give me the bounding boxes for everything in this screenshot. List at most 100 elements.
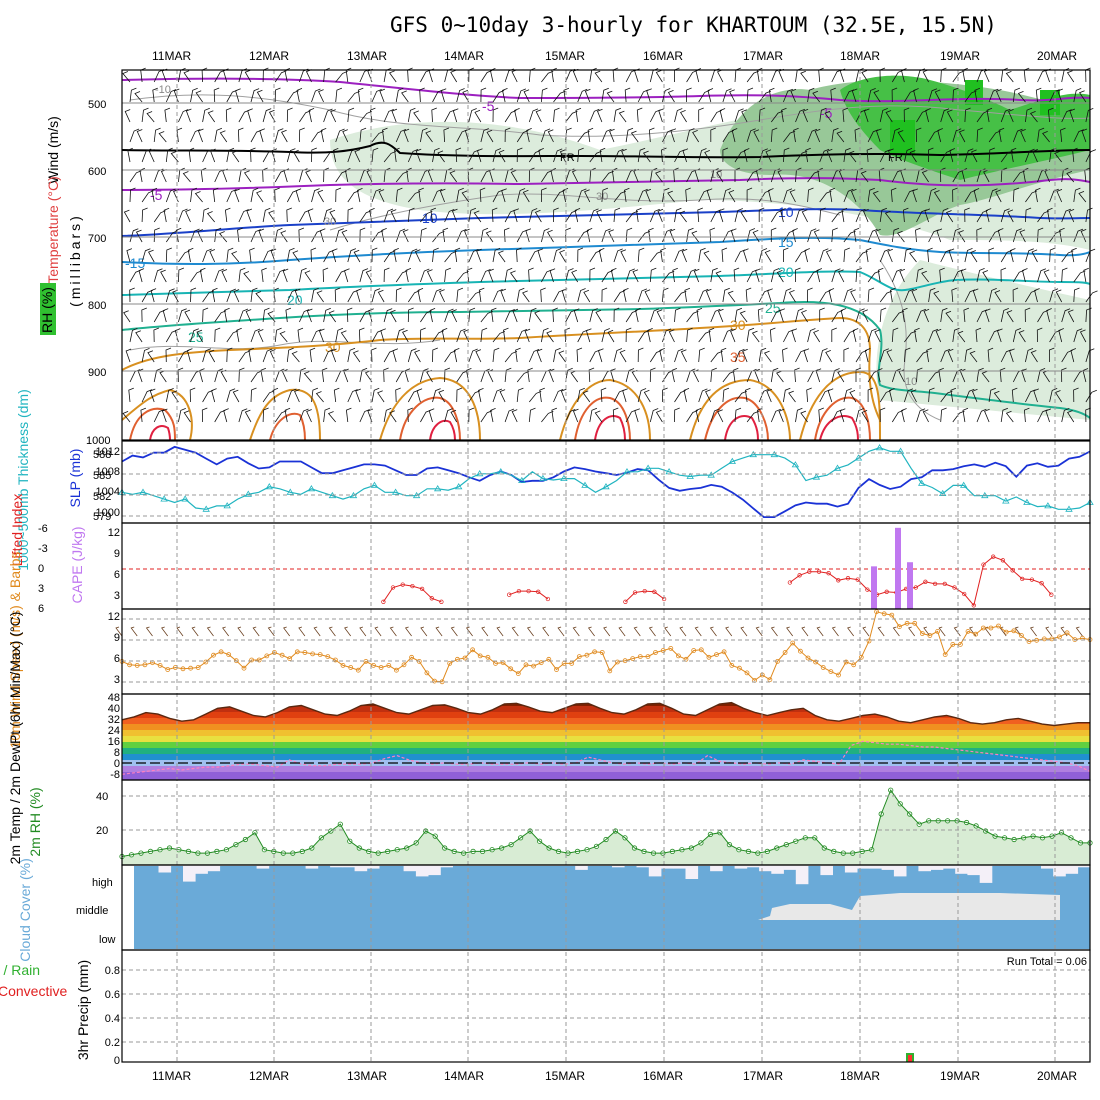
high-cloud-gap — [403, 866, 417, 872]
wind-barb — [921, 170, 929, 183]
wind-barb — [807, 328, 816, 343]
wind-barb — [202, 307, 209, 323]
wind-barb — [540, 287, 546, 303]
wind-barb — [1031, 249, 1038, 263]
wind-barb — [984, 308, 991, 323]
surface-wind-barb — [908, 626, 916, 637]
wind-barb — [622, 388, 628, 403]
wind-barb — [819, 190, 832, 203]
wind-barb — [649, 408, 659, 423]
wind-barb — [860, 170, 869, 183]
wind-speed-point — [851, 662, 857, 668]
wind-barb — [940, 348, 951, 363]
wind-barb — [1000, 349, 1012, 363]
wind-barb — [504, 367, 512, 383]
wind-barb — [383, 407, 392, 423]
surface-wind-barb — [709, 626, 717, 637]
wind-barb — [553, 107, 560, 123]
wind-barb — [438, 389, 445, 403]
wind-barb — [1061, 408, 1070, 423]
wind-barb — [976, 367, 984, 383]
lifted-index-tick: 3 — [38, 583, 44, 595]
wind-barb — [468, 249, 479, 263]
wind-barb — [1024, 307, 1031, 323]
wind-barb — [468, 307, 476, 323]
wind-barb — [311, 88, 321, 103]
upper-air-panel: -5 -5 -5 FR FR 10 10 15 -15 20 20 25 25 … — [39, 67, 1098, 447]
wind-barb — [346, 307, 353, 323]
wind-speed-point — [386, 663, 392, 668]
date-label: 19MAR — [940, 1069, 980, 1083]
wind-barb — [916, 350, 929, 363]
surface-wind-barb — [161, 626, 169, 637]
wind-barb — [425, 130, 433, 143]
wind-barb — [601, 170, 614, 183]
surface-wind-barb — [404, 626, 412, 637]
lifted-index-tick: 0 — [38, 563, 44, 575]
wind-barb — [902, 207, 909, 223]
wind-barb — [916, 68, 926, 83]
wind-barb — [926, 347, 932, 363]
wind-barb — [800, 70, 808, 83]
wind-barb — [407, 191, 421, 203]
wind-barb — [223, 408, 229, 423]
wind-barb — [432, 189, 443, 203]
wind-speed-point — [935, 629, 940, 634]
wind-barb — [662, 88, 671, 103]
wind-barb — [395, 228, 406, 243]
wind-speed-point — [630, 656, 636, 661]
wind-barb — [1085, 407, 1091, 423]
wind-barb — [896, 230, 905, 243]
wind-barb — [420, 127, 428, 143]
wind-barb — [393, 248, 399, 263]
wind-barb — [492, 107, 499, 123]
pressure-tick: 1000 — [86, 435, 110, 447]
wind-barb — [739, 310, 748, 323]
wind-barb — [413, 110, 421, 123]
wind-barb — [140, 407, 147, 423]
wind-barb — [780, 208, 786, 223]
wind-barb — [331, 348, 337, 363]
wind-barb — [783, 147, 790, 163]
wind-barb — [347, 389, 358, 403]
wind-barb — [1073, 228, 1084, 243]
wind-barb — [257, 329, 264, 343]
wind-barb — [912, 188, 918, 203]
wind-barb — [274, 269, 286, 283]
surface-wind-barb — [587, 626, 595, 637]
wind-barb — [456, 271, 469, 283]
wind-speed-point — [790, 640, 796, 646]
wind-barb — [165, 147, 173, 163]
wind-barb — [963, 307, 970, 323]
wind-barb — [1047, 107, 1054, 123]
date-label: 16MAR — [643, 49, 683, 63]
wind-barb — [586, 228, 593, 243]
wind-barb — [468, 108, 477, 123]
wind-barb — [475, 349, 482, 363]
wind-barb — [347, 347, 356, 363]
wind-barb — [1073, 387, 1079, 403]
wind-barb — [262, 249, 274, 263]
wind-barb — [480, 311, 493, 323]
wind-barb — [231, 251, 240, 263]
wind-barb — [311, 188, 320, 203]
date-label: 18MAR — [840, 49, 880, 63]
wind-barb — [952, 187, 958, 203]
wind-barb — [456, 287, 464, 303]
wind-barb — [1046, 308, 1052, 323]
isotherm-label: 30 — [325, 339, 341, 355]
wind-speed-point — [538, 660, 544, 666]
wind-speed-point — [1057, 634, 1062, 640]
wind-barb — [594, 410, 603, 423]
wind-barb — [976, 168, 986, 183]
high-cloud-gap — [881, 866, 895, 870]
wind-barb — [504, 309, 515, 323]
wind-barb — [1060, 127, 1066, 143]
wind-barb — [514, 108, 520, 123]
wind-barb — [770, 367, 779, 383]
wind-barb — [153, 227, 160, 243]
wind-barb — [746, 128, 756, 143]
wind-barb — [202, 348, 212, 363]
wind-barb — [480, 269, 491, 283]
wind-panel: 12 9 6 3 10m Wind Speed (m/s) & Barbs — [7, 552, 1093, 748]
